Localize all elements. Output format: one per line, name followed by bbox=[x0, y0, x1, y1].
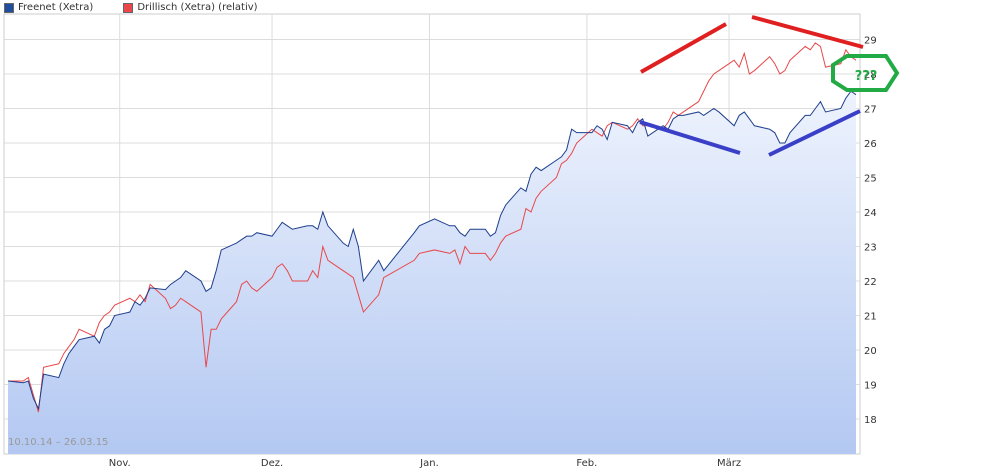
y-tick-label: 27 bbox=[864, 105, 877, 116]
legend-label-freenet: Freenet (Xetra) bbox=[18, 2, 94, 13]
legend-swatch-drillisch bbox=[123, 2, 134, 13]
annotation-blue-line-right bbox=[768, 109, 861, 157]
y-tick-label: 25 bbox=[864, 174, 877, 185]
annotation-red-line-right bbox=[751, 15, 864, 49]
x-tick-label: Jan. bbox=[419, 458, 439, 469]
legend-swatch-freenet bbox=[4, 2, 14, 13]
series-line-drillisch bbox=[8, 42, 857, 413]
annotation-question-text: ??? bbox=[855, 69, 878, 84]
freenet-area bbox=[8, 91, 856, 454]
legend-label-drillisch: Drillisch (Xetra) (relativ) bbox=[137, 2, 258, 13]
y-tick-label: 22 bbox=[864, 277, 877, 288]
annotations: ??? bbox=[639, 15, 900, 157]
annotation-red-line-left bbox=[640, 22, 727, 74]
legend-item-freenet[interactable]: Freenet (Xetra) bbox=[4, 1, 93, 14]
annotation-green-hexagon bbox=[831, 54, 900, 92]
annotation-blue-line-left bbox=[639, 120, 741, 155]
chart-legend: Freenet (Xetra) Drillisch (Xetra) (relat… bbox=[4, 1, 258, 14]
series-line-freenet bbox=[7, 90, 857, 411]
y-tick-label: 20 bbox=[864, 346, 877, 357]
y-tick-label: 19 bbox=[864, 381, 877, 392]
x-tick-label: Feb. bbox=[576, 458, 597, 469]
x-tick-label: Nov. bbox=[109, 458, 131, 469]
y-tick-label: 21 bbox=[864, 312, 877, 323]
y-tick-label: 26 bbox=[864, 139, 877, 150]
y-tick-label: 24 bbox=[864, 208, 877, 219]
y-tick-label: 29 bbox=[864, 36, 877, 47]
x-tick-label: März bbox=[717, 458, 741, 469]
y-axis-ticks: 18 19 20 21 22 23 24 25 26 27 28 29 bbox=[864, 36, 877, 427]
y-tick-label: 18 bbox=[864, 415, 877, 426]
date-range-label: 10.10.14 – 26.03.15 bbox=[8, 437, 108, 448]
y-tick-label: 28 bbox=[864, 70, 877, 81]
x-tick-label: Dez. bbox=[261, 458, 283, 469]
y-tick-label: 23 bbox=[864, 243, 877, 254]
legend-item-drillisch[interactable]: Drillisch (Xetra) (relativ) bbox=[123, 1, 258, 14]
x-axis-ticks: Nov. Dez. Jan. Feb. März bbox=[109, 458, 741, 469]
